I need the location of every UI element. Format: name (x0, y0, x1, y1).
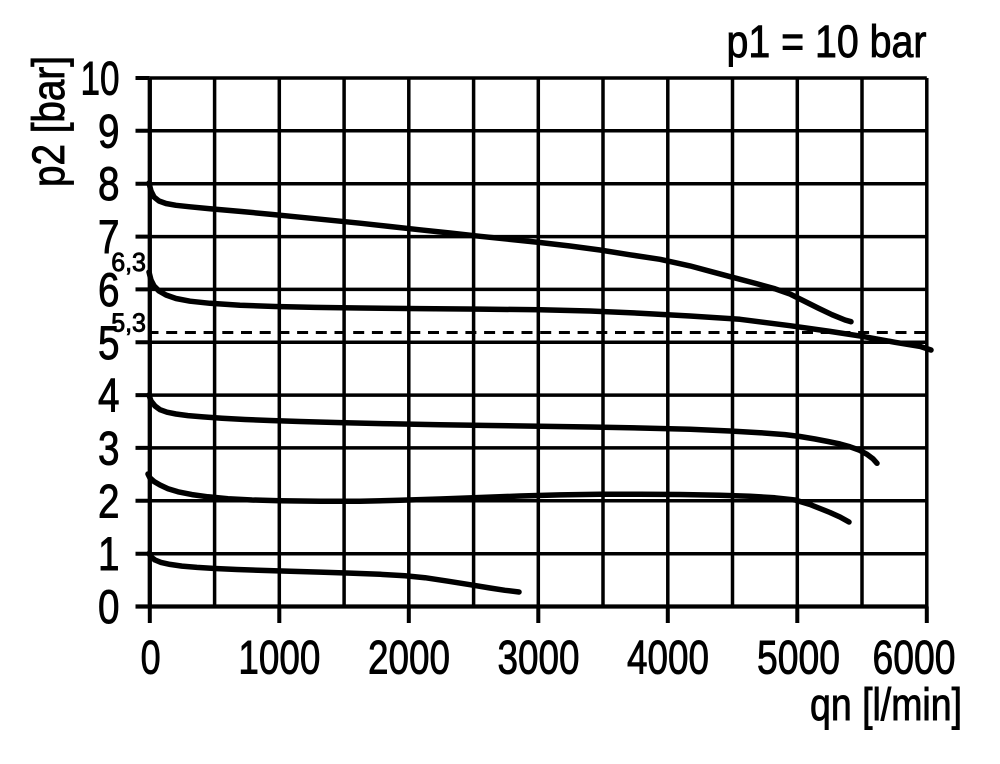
svg-text:6,3: 6,3 (111, 247, 146, 277)
svg-text:1: 1 (98, 527, 120, 580)
svg-text:p1 = 10 bar: p1 = 10 bar (727, 16, 927, 67)
svg-text:5: 5 (98, 316, 120, 369)
svg-text:10: 10 (81, 52, 120, 105)
svg-text:2000: 2000 (368, 630, 450, 683)
svg-text:4000: 4000 (627, 630, 709, 683)
svg-text:3: 3 (98, 422, 120, 475)
svg-text:4: 4 (98, 369, 120, 422)
svg-text:0: 0 (141, 630, 161, 683)
svg-text:0: 0 (98, 580, 120, 633)
svg-text:9: 9 (98, 104, 120, 157)
svg-text:2: 2 (98, 474, 120, 527)
svg-text:5000: 5000 (757, 630, 840, 683)
svg-text:5,3: 5,3 (111, 308, 146, 338)
svg-text:6: 6 (98, 263, 120, 316)
svg-text:1000: 1000 (238, 630, 320, 683)
svg-text:7: 7 (98, 210, 120, 263)
svg-text:6000: 6000 (873, 630, 956, 683)
svg-text:8: 8 (98, 157, 120, 210)
svg-text:p2 [bar]: p2 [bar] (23, 56, 74, 187)
svg-text:3000: 3000 (498, 630, 580, 683)
svg-text:qn [l/min]: qn [l/min] (810, 679, 962, 730)
